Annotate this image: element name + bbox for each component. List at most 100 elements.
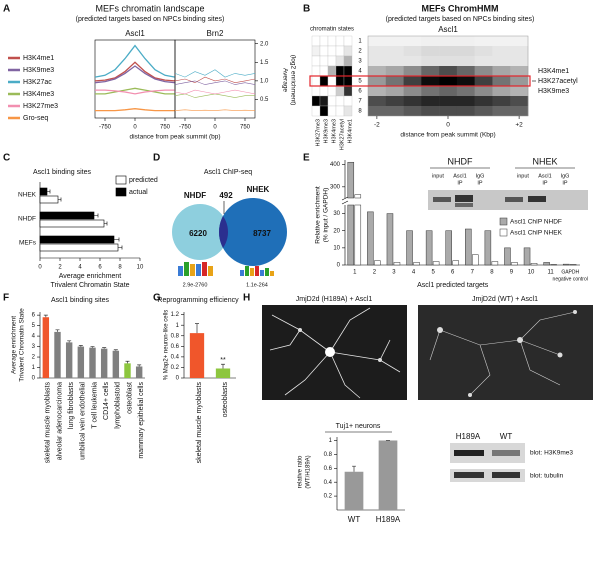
heatmap-cell [492,76,511,86]
x-tick-label: 7 [471,270,475,276]
emission-cell [343,95,353,107]
heatmap-cell [368,76,387,86]
column-label: H3K9me3 [323,119,329,143]
bar [432,261,440,266]
emission-cell [343,65,353,77]
bar [543,262,550,266]
heatmap-cell [474,56,493,66]
x-tick-label: 4 [78,265,82,271]
x-tick-label: CD14+ cells [103,382,110,420]
bar [189,333,205,378]
heatmap-cell [403,86,422,96]
y-tick-label: 0.6 [171,344,180,350]
legend-swatch [115,175,127,185]
emission-cell [335,45,345,57]
y-tick-label: 1 [329,438,333,444]
heatmap-cell [510,106,529,116]
category-label: NHDF [18,216,36,223]
x-tick-label: osteoblast [126,382,133,414]
bar [65,342,73,378]
bar [39,195,59,204]
emission-cell [335,95,345,107]
emission-cell [327,105,337,117]
heatmap-cell [474,76,493,86]
bar [39,219,105,228]
x-tick-label: 4 [412,270,416,276]
y-tick-label: 0 [337,263,341,269]
x-axis-label: Ascl1 predicted targets [417,282,489,289]
profile-line [95,87,175,95]
legend-label: Gro-seq [23,115,48,122]
micrograph [418,305,593,400]
bar [523,247,531,266]
y-axis-label: Average [281,68,288,92]
panel-label: A [3,4,10,15]
lane-label: IgG [561,173,570,179]
profile-line [174,69,256,78]
panel-label: C [3,153,10,164]
heatmap-cell [421,76,440,86]
blot-group: NHEK [532,156,557,166]
emission-cell [319,105,329,117]
heatmap-cell [510,46,529,56]
bar [215,368,231,378]
heatmap-cell [510,96,529,106]
mark-label: H3K9me3 [538,88,569,95]
blot-image [450,443,525,482]
y-tick-label: 0.5 [260,97,269,103]
state-number: 5 [358,79,362,85]
heatmap-cell [439,56,458,66]
significance: ** [220,357,226,364]
emission-cell [327,45,337,57]
bar [39,187,48,196]
legend-swatch [499,217,508,226]
emission-cell [319,55,329,67]
lane-label: H189A [456,432,481,441]
y-tick-label: 0 [32,376,36,382]
emission-cell [327,75,337,87]
error-bar [352,465,356,472]
legend-label: H3K27me3 [23,103,58,110]
motif-pvalue: 1.1e-264 [246,282,268,288]
heatmap-cell [474,36,493,46]
heatmap-cell [456,36,475,46]
y-tick-label: 0.2 [171,365,180,371]
state-number: 4 [358,69,362,75]
x-tick-label: WT [348,515,361,524]
emission-cell [343,35,353,47]
heatmap-cell [421,66,440,76]
emission-cell [311,55,321,67]
x-tick-label: 8 [118,265,122,271]
y-tick-label: 0.4 [324,480,333,486]
x-tick-label: 0 [133,125,137,131]
x-tick-label: skeletal muscle myoblasts [196,382,203,464]
panel-label: G [153,293,161,304]
x-axis-label: Average enrichment [59,273,122,280]
image-title: JmjD2d (H189A) + Ascl1 [296,296,373,303]
column-label: H3K27acetyl [339,119,345,150]
emission-cell [319,65,329,77]
heatmap-cell [439,96,458,106]
profile-line [94,44,176,78]
state-number: 7 [358,99,362,105]
axis-break [341,196,349,201]
heatmap-cell [492,106,511,116]
emission-cell [335,55,345,67]
y-tick-label: 300 [330,184,341,190]
lane-label: IP [477,180,483,186]
heatmap-cell [492,46,511,56]
error-bar [55,329,60,332]
blot-group: NHDF [448,156,473,166]
panel-title: Ascl1 ChIP-seq [204,169,252,176]
bar [386,213,394,266]
x-tick-label: umbilical vein endothelial [80,382,87,460]
heatmap-cell [368,66,387,76]
x-tick-label: osteoblasts [222,382,229,418]
heatmap-cell [421,86,440,96]
x-tick-label: 9 [510,270,514,276]
state-number: 6 [358,89,362,95]
x-tick-label: T cell leukemia [91,382,98,429]
error-bar [67,340,72,343]
panel-label: H [243,293,250,304]
heatmap-cell [368,36,387,46]
